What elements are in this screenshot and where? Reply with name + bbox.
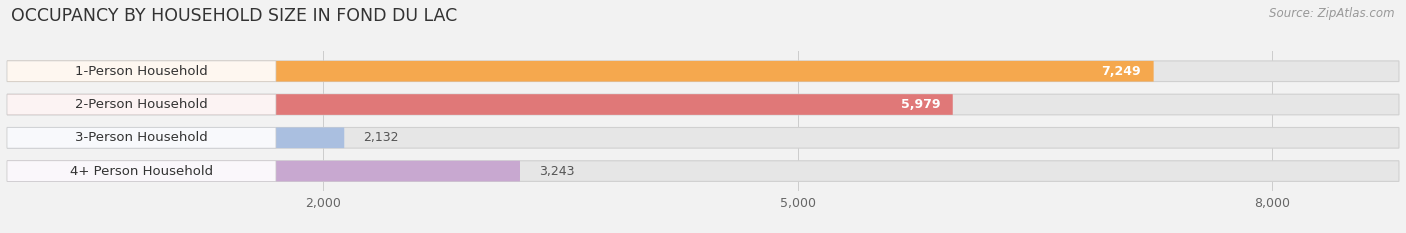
FancyBboxPatch shape [7, 161, 276, 182]
Text: Source: ZipAtlas.com: Source: ZipAtlas.com [1270, 7, 1395, 20]
Text: 2,132: 2,132 [363, 131, 399, 144]
Text: 3-Person Household: 3-Person Household [75, 131, 208, 144]
FancyBboxPatch shape [7, 61, 276, 82]
FancyBboxPatch shape [7, 127, 1399, 148]
FancyBboxPatch shape [7, 61, 1154, 82]
Text: 4+ Person Household: 4+ Person Household [70, 164, 214, 178]
FancyBboxPatch shape [7, 161, 1399, 182]
FancyBboxPatch shape [7, 94, 953, 115]
FancyBboxPatch shape [7, 94, 276, 115]
Text: OCCUPANCY BY HOUSEHOLD SIZE IN FOND DU LAC: OCCUPANCY BY HOUSEHOLD SIZE IN FOND DU L… [11, 7, 457, 25]
FancyBboxPatch shape [7, 127, 344, 148]
Text: 3,243: 3,243 [538, 164, 575, 178]
Text: 1-Person Household: 1-Person Household [75, 65, 208, 78]
FancyBboxPatch shape [7, 94, 1399, 115]
FancyBboxPatch shape [7, 127, 276, 148]
Text: 7,249: 7,249 [1101, 65, 1142, 78]
Text: 2-Person Household: 2-Person Household [75, 98, 208, 111]
Text: 5,979: 5,979 [901, 98, 941, 111]
FancyBboxPatch shape [7, 61, 1399, 82]
FancyBboxPatch shape [7, 161, 520, 182]
